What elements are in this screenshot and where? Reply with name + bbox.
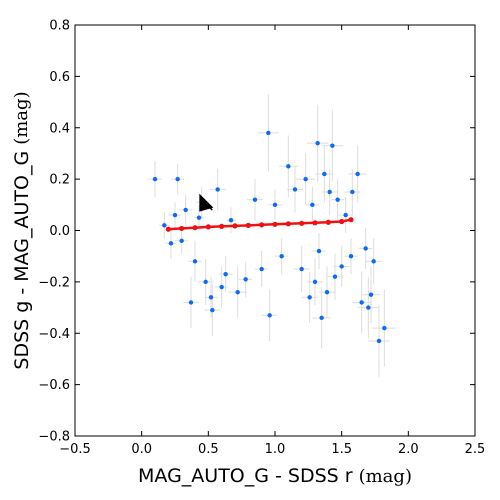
tick-layer: −0.5 0.0 0.5 1.0 1.5 2.0 2.5 0.8 0.6 0.4 0.2 0.0 −0.…: [38, 19, 485, 458]
data-point: [292, 187, 298, 192]
data-point: [319, 315, 324, 321]
x-tick-label: 1.5: [331, 442, 352, 457]
fit-point: [232, 223, 238, 229]
x-tick-label: 0.5: [198, 442, 219, 457]
y-tick-label: 0.0: [49, 224, 70, 239]
data-point: [179, 238, 184, 243]
data-point: [196, 215, 202, 220]
x-tick-label: 2.5: [465, 442, 486, 457]
points-layer: [152, 130, 387, 344]
plot-frame: [74, 24, 476, 437]
data-point: [272, 202, 278, 208]
data-point: [348, 253, 354, 259]
data-point: [307, 295, 312, 300]
data-point: [192, 259, 198, 264]
y-tick-label: −0.6: [38, 378, 70, 393]
fit-point: [192, 225, 198, 231]
x-axis-label: MAG_AUTO_G - SDSS r: [138, 465, 353, 487]
data-point: [228, 218, 234, 223]
fit-point: [245, 222, 251, 228]
data-point: [368, 292, 374, 297]
y-tick-label: 0.8: [49, 19, 70, 34]
data-point: [315, 140, 320, 146]
data-point: [371, 259, 376, 264]
data-point: [359, 300, 364, 305]
x-tick-label: 2.0: [398, 442, 419, 457]
fit-point: [339, 218, 345, 225]
data-point: [252, 197, 258, 202]
data-point: [330, 143, 335, 148]
y-tick-label: −0.2: [38, 275, 70, 290]
data-point: [299, 266, 304, 272]
y-axis-label: SDSS g - MAG_AUTO_G: [11, 151, 33, 370]
data-point: [188, 300, 194, 305]
data-point: [363, 246, 368, 251]
data-point: [168, 241, 174, 246]
x-tick-label: −0.5: [59, 442, 91, 457]
data-point: [376, 338, 382, 344]
data-point: [259, 266, 264, 272]
fit-point: [312, 220, 318, 226]
fit-point: [219, 223, 225, 229]
x-axis-unit: (mag): [359, 466, 412, 487]
data-point: [310, 202, 315, 208]
y-tick-label: 0.6: [49, 70, 70, 85]
y-tick-label: 0.2: [49, 173, 70, 188]
data-point: [152, 176, 158, 182]
fit-point: [348, 217, 354, 223]
data-point: [183, 207, 188, 213]
data-point: [312, 279, 318, 285]
data-point: [303, 176, 308, 182]
data-point: [175, 176, 180, 182]
fit-point: [165, 226, 171, 232]
data-point: [223, 271, 228, 277]
data-point: [208, 295, 214, 300]
x-tick-label: 1.0: [265, 442, 286, 457]
y-tick-label: 0.4: [49, 121, 70, 136]
errorbar-layer: [148, 94, 397, 377]
data-point: [219, 284, 224, 290]
data-point: [172, 212, 178, 218]
data-point: [355, 171, 360, 177]
fit-point: [179, 225, 185, 232]
fit-point: [285, 221, 291, 227]
data-point: [332, 274, 338, 279]
data-point: [322, 171, 327, 177]
data-point: [243, 277, 248, 282]
y-tick-label: −0.8: [38, 430, 70, 445]
y-axis-title: SDSS g - MAG_AUTO_G (mag): [11, 91, 33, 369]
y-tick-label: −0.4: [38, 327, 70, 342]
fit-line-layer: [165, 217, 354, 232]
data-point: [335, 197, 340, 202]
data-point: [350, 189, 355, 195]
data-point: [343, 212, 348, 218]
data-point: [162, 223, 167, 228]
data-point: [279, 253, 284, 259]
data-point: [266, 130, 271, 136]
data-point: [339, 264, 344, 269]
x-axis-title: MAG_AUTO_G - SDSS r (mag): [138, 465, 412, 487]
data-point: [324, 289, 330, 295]
data-point: [203, 279, 208, 285]
fit-point: [325, 219, 331, 225]
y-axis-unit: (mag): [11, 91, 32, 144]
data-point: [316, 248, 322, 254]
annotation-arrow-head: [199, 193, 214, 212]
data-point: [210, 307, 215, 313]
annotation-arrow-layer: [199, 193, 214, 212]
data-point: [286, 164, 291, 169]
data-point: [215, 187, 220, 192]
data-point: [267, 313, 272, 318]
data-point: [327, 189, 332, 195]
data-point: [382, 325, 387, 331]
data-point: [235, 289, 240, 295]
fit-point: [299, 220, 305, 226]
data-point: [366, 305, 371, 310]
fit-point: [259, 222, 265, 228]
x-tick-label: 0.0: [131, 442, 152, 457]
fit-point: [272, 221, 278, 227]
fit-point: [205, 224, 211, 230]
